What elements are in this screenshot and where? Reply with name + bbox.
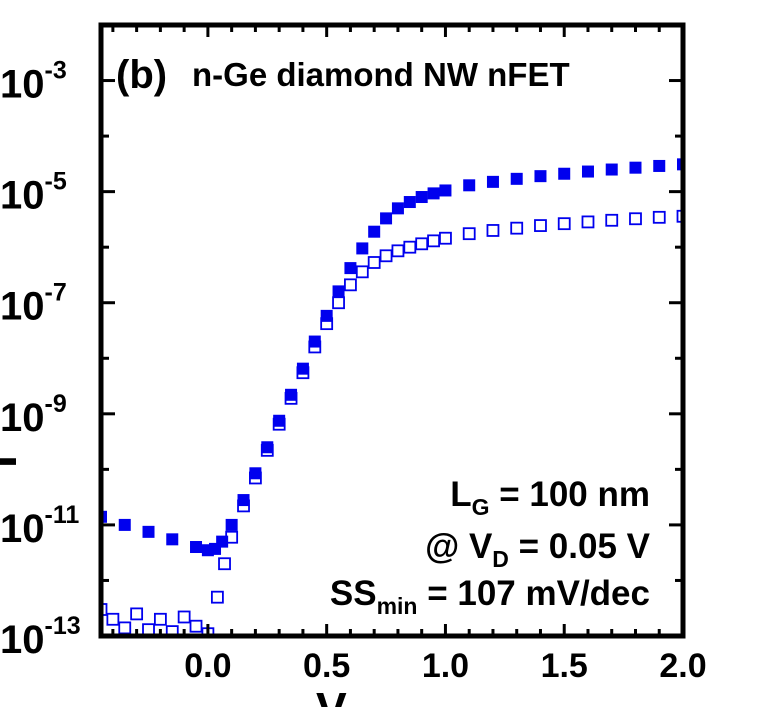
y-tick-label: 10-5	[0, 168, 67, 218]
filled-marker	[558, 167, 571, 180]
open-marker	[510, 221, 524, 235]
y-tick-label: 10-3	[0, 57, 67, 107]
filled-marker	[653, 159, 666, 172]
filled-marker	[249, 467, 262, 480]
series-filled-markers	[101, 158, 683, 557]
x-axis-title: V	[316, 683, 347, 707]
annotation-line: LG = 100 nm	[450, 475, 650, 520]
filled-marker	[391, 202, 404, 215]
filled-marker	[118, 518, 131, 531]
panel-label: (b)	[116, 53, 167, 97]
filled-marker	[427, 187, 440, 200]
filled-marker	[273, 414, 286, 427]
filled-marker	[403, 196, 416, 209]
open-marker	[106, 612, 120, 626]
filled-marker	[225, 518, 238, 531]
x-tick-label: 0.0	[184, 647, 231, 685]
x-tick-label: 1.5	[541, 647, 588, 685]
open-marker	[534, 219, 547, 232]
open-marker	[652, 210, 666, 224]
chart-title-group: (b) n-Ge diamond NW nFET	[116, 53, 570, 97]
open-marker	[676, 209, 683, 223]
open-marker	[391, 244, 405, 258]
open-marker	[101, 603, 108, 616]
y-tick-label: 10-11	[0, 501, 79, 551]
open-marker	[165, 625, 179, 636]
filled-marker	[101, 510, 107, 523]
x-tick-label: 2.0	[659, 647, 706, 685]
filled-marker	[166, 533, 179, 546]
filled-marker	[356, 242, 369, 255]
x-tick-labels: 0.0 0.5 1.0 1.5 2.0	[184, 647, 706, 685]
open-marker	[403, 240, 417, 254]
filled-marker	[190, 541, 203, 554]
open-marker	[355, 265, 369, 279]
chart-title: n-Ge diamond NW nFET	[192, 56, 570, 93]
y-tick-label: 10-13	[0, 612, 81, 662]
filled-marker	[380, 212, 393, 225]
open-marker	[367, 256, 381, 269]
y-tick-label: 10-9	[0, 390, 67, 440]
open-marker	[629, 212, 642, 226]
open-marker	[557, 217, 571, 231]
filled-marker	[629, 161, 642, 174]
filled-marker	[261, 441, 274, 454]
open-marker	[344, 278, 357, 292]
y-axis-title: I	[0, 455, 26, 468]
filled-marker	[581, 165, 594, 178]
filled-marker	[510, 172, 523, 185]
filled-marker	[142, 525, 155, 538]
filled-marker	[677, 158, 683, 171]
open-marker	[605, 213, 619, 227]
open-marker	[427, 234, 440, 248]
open-marker	[118, 621, 132, 635]
filled-marker	[439, 184, 452, 197]
open-marker	[153, 612, 167, 626]
open-marker	[486, 224, 500, 237]
filled-marker	[209, 542, 222, 555]
open-marker	[415, 237, 429, 251]
open-marker	[130, 607, 144, 621]
filled-marker	[296, 362, 309, 375]
filled-marker	[216, 535, 229, 548]
filled-marker	[332, 285, 345, 298]
open-marker	[462, 227, 476, 241]
filled-marker	[237, 494, 250, 507]
open-marker	[439, 231, 452, 245]
open-marker	[332, 296, 345, 310]
plot-area	[101, 158, 683, 636]
open-marker	[379, 249, 393, 263]
open-marker	[581, 215, 595, 229]
filled-marker	[320, 309, 333, 322]
y-tick-labels: 10-13 10-11 10-9 10-7 10-5 10-3	[0, 57, 81, 662]
filled-marker	[605, 163, 618, 176]
filled-marker	[415, 191, 428, 204]
filled-marker	[344, 262, 357, 275]
filled-marker	[534, 170, 547, 183]
filled-marker	[486, 175, 499, 188]
x-tick-label: 0.5	[303, 647, 350, 685]
annotation-line: @ VD = 0.05 V	[425, 527, 651, 572]
filled-marker	[285, 388, 298, 401]
plot-frame	[98, 22, 686, 639]
filled-marker	[463, 179, 476, 192]
open-marker	[189, 619, 203, 633]
open-marker	[210, 590, 224, 604]
annotation-line: SSmin = 107 mV/dec	[330, 574, 650, 619]
x-tick-label: 1.0	[422, 647, 469, 685]
filled-marker	[368, 225, 381, 238]
y-tick-label: 10-7	[0, 279, 67, 329]
open-marker	[218, 557, 231, 571]
filled-marker	[308, 335, 321, 348]
open-marker	[177, 610, 191, 624]
